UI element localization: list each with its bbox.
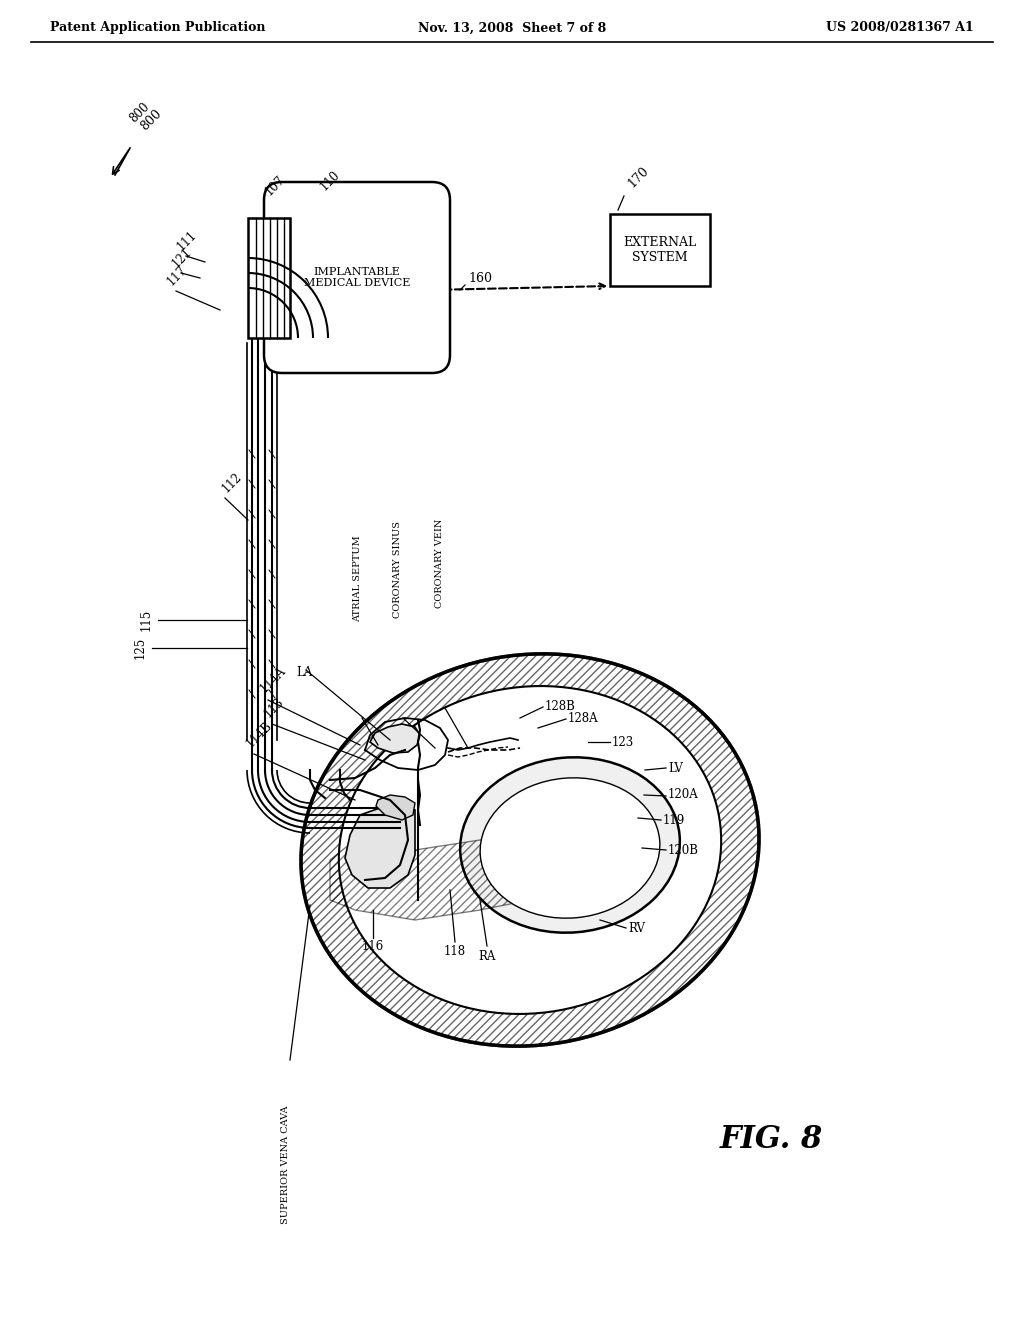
- Text: 117: 117: [165, 263, 189, 288]
- Text: US 2008/0281367 A1: US 2008/0281367 A1: [826, 21, 974, 34]
- Text: LA: LA: [296, 667, 312, 680]
- Text: LV: LV: [668, 762, 683, 775]
- Text: CORONARY VEIN: CORONARY VEIN: [435, 519, 444, 609]
- Text: RA: RA: [478, 950, 496, 964]
- Text: FIG. 8: FIG. 8: [720, 1125, 823, 1155]
- Text: 115: 115: [139, 609, 153, 631]
- Text: 116: 116: [361, 940, 384, 953]
- Text: 121: 121: [170, 246, 195, 271]
- Ellipse shape: [480, 777, 659, 919]
- Text: SUPERIOR VENA CAVA: SUPERIOR VENA CAVA: [281, 1105, 290, 1224]
- Polygon shape: [376, 795, 415, 820]
- Text: 119: 119: [663, 813, 685, 826]
- Text: Nov. 13, 2008  Sheet 7 of 8: Nov. 13, 2008 Sheet 7 of 8: [418, 21, 606, 34]
- Text: 114B: 114B: [244, 719, 275, 750]
- Polygon shape: [370, 723, 420, 752]
- Bar: [248, 218, 290, 338]
- Text: 125: 125: [133, 636, 146, 659]
- Text: 120A: 120A: [668, 788, 698, 801]
- Text: 111: 111: [175, 228, 200, 253]
- Text: Patent Application Publication: Patent Application Publication: [50, 21, 265, 34]
- Text: 160: 160: [468, 272, 492, 285]
- Text: CORONARY SINUS: CORONARY SINUS: [393, 521, 402, 618]
- Text: 128A: 128A: [568, 711, 599, 725]
- Text: 120B: 120B: [668, 843, 699, 857]
- Text: 800: 800: [138, 107, 164, 133]
- Text: RV: RV: [628, 921, 645, 935]
- Text: 107: 107: [263, 173, 288, 198]
- Polygon shape: [345, 808, 415, 888]
- Text: 113: 113: [262, 696, 287, 719]
- Text: 114A: 114A: [258, 664, 289, 696]
- Text: 128B: 128B: [545, 700, 575, 713]
- Text: 123: 123: [612, 735, 634, 748]
- Text: 110: 110: [318, 168, 343, 193]
- Ellipse shape: [460, 758, 680, 933]
- Text: EXTERNAL
SYSTEM: EXTERNAL SYSTEM: [624, 236, 696, 264]
- Text: IMPLANTABLE
MEDICAL DEVICE: IMPLANTABLE MEDICAL DEVICE: [304, 267, 411, 288]
- Bar: [610, 214, 710, 286]
- Text: 118: 118: [444, 945, 466, 958]
- Text: 170: 170: [625, 164, 651, 190]
- Ellipse shape: [301, 653, 759, 1047]
- Text: ATRIAL SEPTUM: ATRIAL SEPTUM: [353, 535, 362, 622]
- Text: 800: 800: [128, 100, 153, 125]
- Text: 112: 112: [220, 470, 245, 495]
- Ellipse shape: [339, 686, 721, 1014]
- FancyBboxPatch shape: [264, 182, 450, 374]
